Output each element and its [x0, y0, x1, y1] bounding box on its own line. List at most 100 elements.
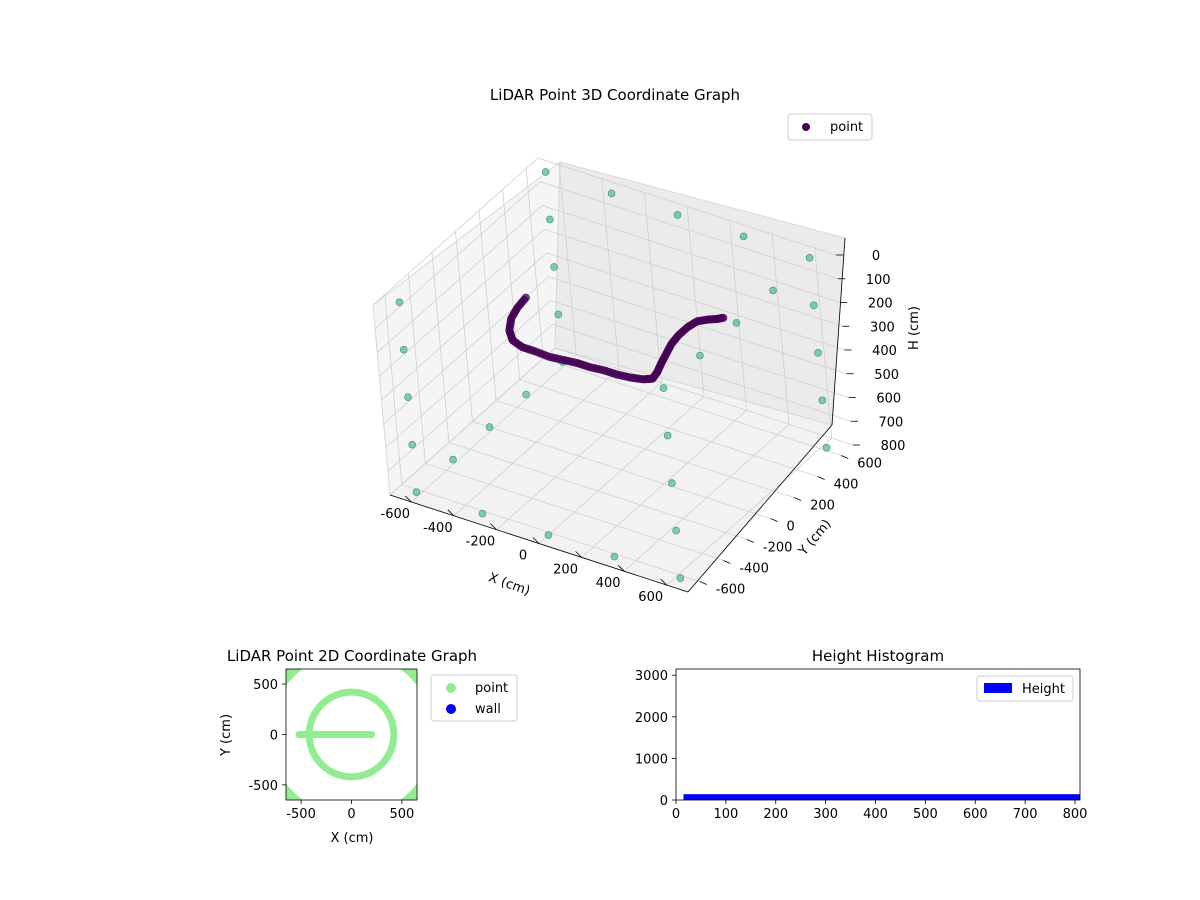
x-tick-label-3d: -400 [423, 521, 453, 536]
y-tick-label-2d: 500 [253, 678, 278, 693]
z-tick-label-3d: 700 [878, 415, 903, 430]
legend-2d-marker-point [446, 683, 456, 693]
chart-3d: -600 -400 -200 0 200 400 600 -600 -400 -200 0 200 40… [372, 86, 922, 605]
wall-point-3d [541, 168, 550, 176]
x-tick-label-3d: 600 [638, 590, 663, 605]
y-tick-label-2d: 0 [270, 729, 278, 744]
z-gridline-3d [381, 252, 845, 401]
z-gridline-3d [385, 300, 849, 448]
y-tick-3d [723, 560, 731, 564]
z-axis-label-3d: H (cm) [907, 306, 922, 350]
z-tick-label-3d: 400 [872, 344, 897, 359]
y-tick-label-2d: -500 [248, 779, 278, 794]
x-tick-label-hist: 700 [1013, 807, 1038, 822]
point-3d [719, 313, 728, 322]
wall-point-3d [395, 298, 404, 306]
z-gridline-3d [389, 347, 854, 496]
legend-hist-label: Height [1022, 682, 1065, 697]
chart-2d-title: LiDAR Point 2D Coordinate Graph [227, 647, 477, 665]
x-tick-label-hist: 100 [713, 807, 738, 822]
wall-point-3d [822, 444, 831, 452]
x-tick-label-hist: 600 [963, 807, 988, 822]
x-tick-3d [617, 564, 625, 572]
x-axis-label-2d: X (cm) [331, 831, 374, 846]
y-tick-label-hist: 0 [660, 794, 668, 809]
series-wall-3d [395, 168, 831, 582]
z-tick-label-3d: 300 [870, 320, 895, 335]
wall-point-3d [673, 211, 682, 219]
wall-point-3d [805, 254, 814, 262]
y-tick-label-3d: 600 [857, 457, 882, 472]
z-axis-line [831, 237, 846, 426]
x-tick-label-hist: 500 [913, 807, 938, 822]
z-gridline-3d [379, 228, 843, 377]
z-tick-label-3d: 0 [872, 249, 880, 264]
y-tick-3d [817, 476, 825, 480]
z-gridline-3d [372, 157, 837, 306]
x-tick-3d [575, 551, 582, 558]
legend-3d-label-point: point [830, 120, 863, 135]
y-tick-label-hist: 2000 [635, 711, 668, 726]
x-tick-label-hist: 800 [1063, 807, 1088, 822]
x-tick-label-3d: -200 [466, 535, 496, 550]
legend-2d-marker-wall [446, 704, 456, 714]
z-tick-label-3d: 100 [866, 273, 891, 288]
x-tick-label-hist: 300 [813, 807, 838, 822]
z-tick-label-3d: 200 [868, 297, 893, 312]
wall-point-3d [554, 310, 563, 319]
z-tick-label-3d: 500 [874, 368, 899, 383]
y-tick-label-3d: 200 [810, 499, 835, 514]
wall-point-3d [732, 319, 741, 327]
legend-2d-label-point: point [475, 681, 508, 696]
y-tick-3d [699, 581, 707, 585]
wall-point-3d [404, 393, 412, 401]
wall-point-3d [696, 351, 704, 360]
z-gridline-3d [383, 276, 847, 425]
x-tick-label-3d: -600 [381, 507, 411, 522]
legend-2d: point wall [430, 674, 518, 722]
series-point-3d [505, 293, 728, 384]
wall-point-3d [663, 431, 672, 440]
legend-3d-frame [787, 113, 873, 141]
wall-point-3d [399, 345, 408, 354]
histogram-bar [683, 794, 1080, 800]
wall-point-3d [408, 440, 417, 449]
y-tick-3d [770, 518, 778, 522]
wall-point-3d [478, 509, 487, 518]
y-tick-label-3d: -400 [739, 562, 769, 577]
chart-histogram: 0 100 200 300 400 500 600 700 800 0 1000 2000 3000 H… [635, 647, 1088, 822]
wall-point-3d [769, 286, 777, 295]
x-tick-label-hist: 200 [763, 807, 788, 822]
ticks-2d: -500 0 500 -500 0 500 [248, 678, 414, 822]
wall-point-3d [672, 526, 680, 535]
wall-point-3d [676, 574, 685, 582]
chart-3d-title: LiDAR Point 3D Coordinate Graph [490, 86, 740, 104]
x-tick-label-3d: 200 [553, 562, 578, 577]
plot-frame-hist [675, 668, 1081, 801]
y-axis-label-3d: Y (cm) [795, 517, 834, 560]
legend-hist-frame [976, 675, 1074, 702]
z-gridline-3d [376, 205, 841, 353]
x-tick-label-3d: 0 [519, 549, 527, 564]
x-tick-label-2d: 500 [389, 807, 414, 822]
wall-point-3d [668, 479, 676, 487]
ticks-3d: -600 -400 -200 0 200 400 600 -600 -400 -200 0 200 40… [381, 249, 906, 605]
y-axis-line [687, 424, 833, 593]
z-tick-label-3d: 800 [881, 439, 906, 454]
y-tick-label-hist: 1000 [635, 752, 668, 767]
x-tick-3d [532, 537, 540, 544]
x-tick-label-hist: 400 [863, 807, 888, 822]
z-tick-label-3d: 600 [876, 392, 901, 407]
chart-hist-title: Height Histogram [812, 647, 944, 665]
x-tick-label-2d: 0 [347, 807, 355, 822]
ticks-hist: 0 100 200 300 400 500 600 700 800 0 1000 2000 3000 [635, 669, 1088, 822]
x-tick-3d [447, 509, 455, 517]
y-tick-label-3d: 0 [787, 520, 795, 535]
legend-hist: Height [976, 675, 1074, 702]
x-tick-label-2d: -500 [286, 807, 316, 822]
x-tick-label-hist: 0 [672, 807, 680, 822]
legend-3d: point [787, 113, 873, 141]
y-tick-3d [793, 497, 802, 501]
plot-2d-content [286, 669, 417, 800]
